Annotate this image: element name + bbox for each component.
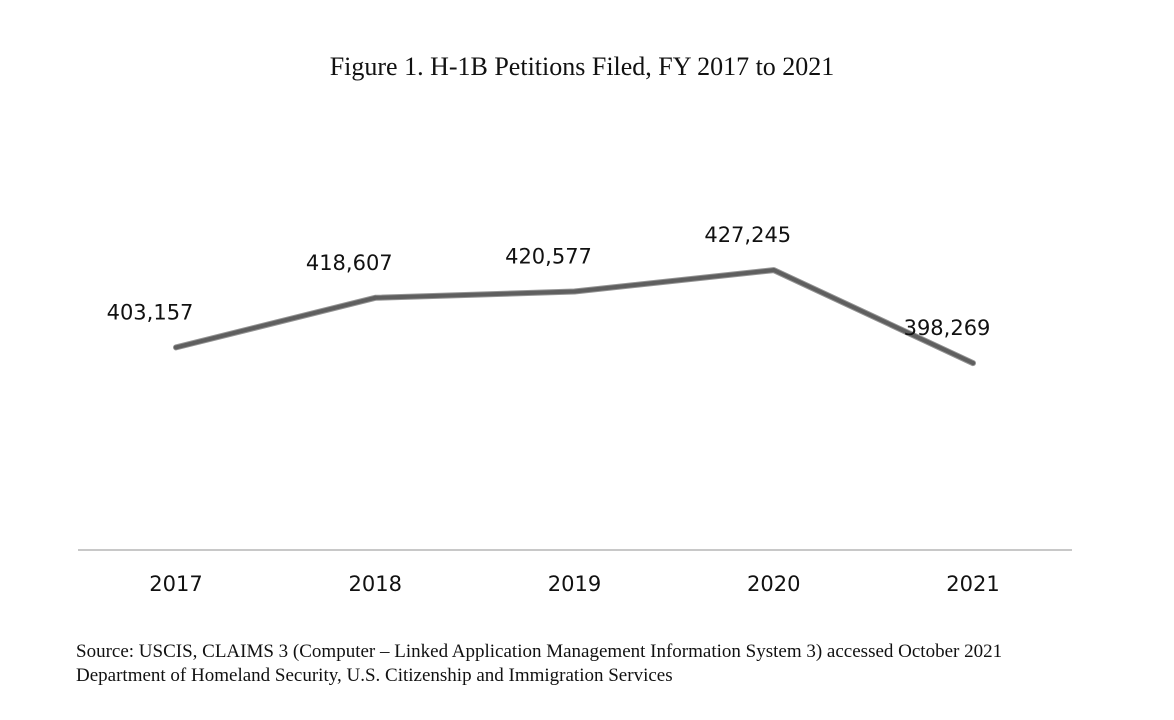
data-label: 418,607 [306, 251, 393, 275]
data-label: 398,269 [904, 316, 991, 340]
x-tick-label: 2018 [349, 572, 402, 596]
x-tick-label: 2021 [946, 572, 999, 596]
x-tick-label-layer: 2017 2018 2019 2020 2021 [149, 572, 999, 596]
x-tick-label: 2019 [548, 572, 601, 596]
data-point [174, 345, 178, 350]
data-label: 427,245 [704, 223, 791, 247]
source-note-line-2: Department of Homeland Security, U.S. Ci… [76, 665, 673, 686]
x-tick-label: 2017 [149, 572, 202, 596]
data-label-layer: 403,157 418,607 420,577 427,245 398,269 [107, 223, 991, 340]
data-point [771, 268, 776, 273]
data-label: 420,577 [505, 244, 592, 268]
data-point [373, 295, 378, 300]
source-note-line-1: Source: USCIS, CLAIMS 3 (Computer – Link… [76, 641, 1003, 662]
series-line [174, 268, 975, 366]
data-point [572, 289, 577, 294]
data-point [971, 361, 975, 366]
series-line-layer [173, 267, 976, 367]
chart-title: Figure 1. H-1B Petitions Filed, FY 2017 … [329, 52, 835, 81]
x-tick-label: 2020 [747, 572, 800, 596]
data-label: 403,157 [107, 300, 194, 324]
